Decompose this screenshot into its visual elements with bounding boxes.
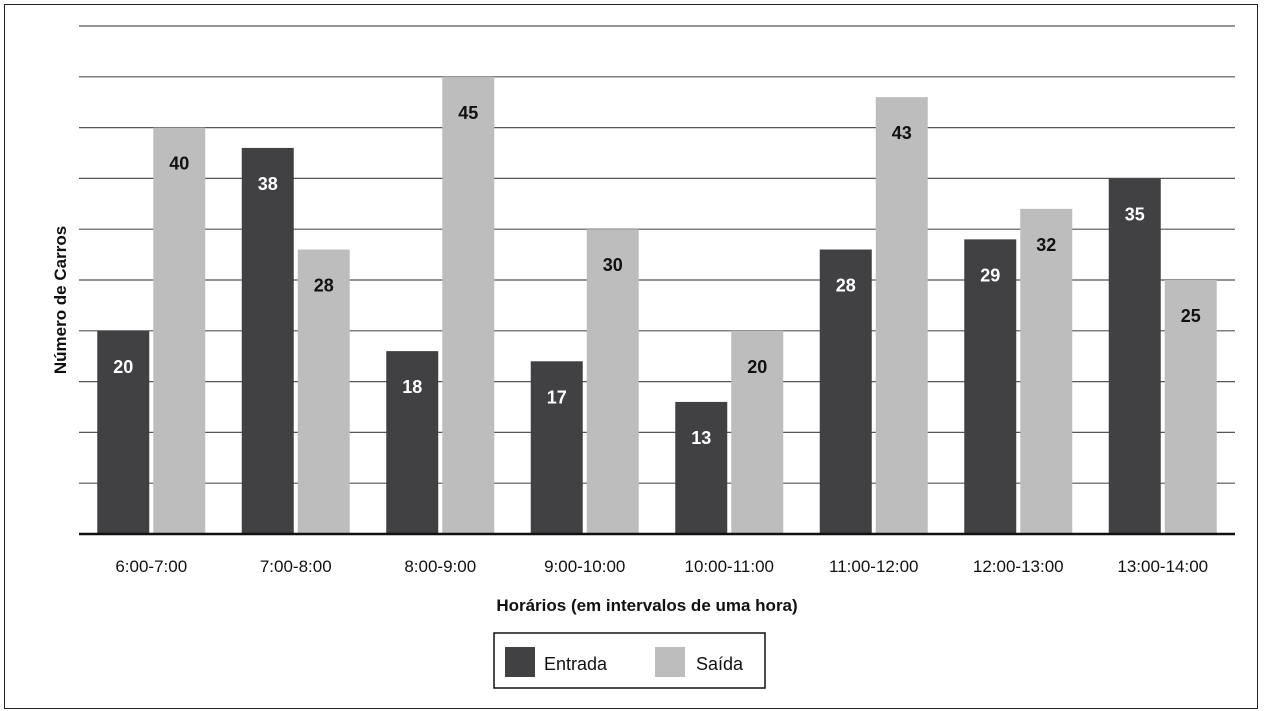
x-axis-title: Horários (em intervalos de uma hora) (496, 596, 797, 615)
bar-entrada (386, 351, 439, 534)
bar-sada (875, 97, 928, 535)
x-tick-label: 9:00-10:00 (544, 557, 625, 576)
legend: Entrada Saída (493, 632, 766, 689)
value-labels: 20 40 38 28 18 45 17 30 13 20 28 43 29 32 35 25 (113, 103, 1201, 448)
x-tick-label: 13:00-14:00 (1117, 557, 1208, 576)
legend-label-saida: Saída (696, 654, 744, 674)
value-label: 28 (314, 276, 334, 296)
x-tick-label: 7:00-8:00 (260, 557, 332, 576)
x-tick-label: 6:00-7:00 (115, 557, 187, 576)
value-label: 35 (1125, 204, 1145, 224)
bar-entrada (97, 330, 150, 534)
legend-box (493, 632, 766, 689)
x-tick-label: 11:00-12:00 (829, 557, 918, 576)
value-label: 25 (1181, 306, 1201, 326)
value-label: 20 (113, 357, 133, 377)
bar-sada (1164, 280, 1217, 534)
value-label: 29 (980, 265, 1000, 285)
value-label: 28 (836, 276, 856, 296)
bar-sada (731, 330, 784, 534)
bar-sada (442, 76, 495, 535)
bar-entrada (819, 249, 872, 534)
legend-label-entrada: Entrada (544, 654, 608, 674)
bars (97, 76, 1217, 535)
bar-entrada (241, 147, 294, 535)
legend-swatch-saida (655, 647, 685, 677)
value-label: 43 (892, 123, 912, 143)
bar-entrada (1108, 178, 1161, 534)
bar-sada (153, 127, 206, 534)
value-label: 45 (458, 103, 478, 123)
legend-swatch-entrada (505, 647, 535, 677)
x-tick-label: 10:00-11:00 (685, 557, 774, 576)
x-tick-label: 8:00-9:00 (404, 557, 476, 576)
value-label: 30 (603, 255, 623, 275)
bar-entrada (675, 401, 728, 534)
value-label: 18 (402, 377, 422, 397)
value-label: 32 (1036, 235, 1056, 255)
x-tick-label: 12:00-13:00 (973, 557, 1064, 576)
bar-sada (297, 249, 350, 534)
value-label: 20 (747, 357, 767, 377)
value-label: 17 (547, 387, 567, 407)
value-label: 13 (691, 428, 711, 448)
y-axis-title: Número de Carros (51, 226, 70, 374)
bar-entrada (964, 239, 1017, 535)
value-label: 40 (169, 154, 189, 174)
bar-sada (586, 229, 639, 534)
bar-entrada (530, 361, 583, 534)
bar-sada (1020, 208, 1073, 534)
value-label: 38 (258, 174, 278, 194)
x-tick-labels: 6:00-7:00 7:00-8:00 8:00-9:00 9:00-10:00 10:… (115, 557, 1208, 576)
